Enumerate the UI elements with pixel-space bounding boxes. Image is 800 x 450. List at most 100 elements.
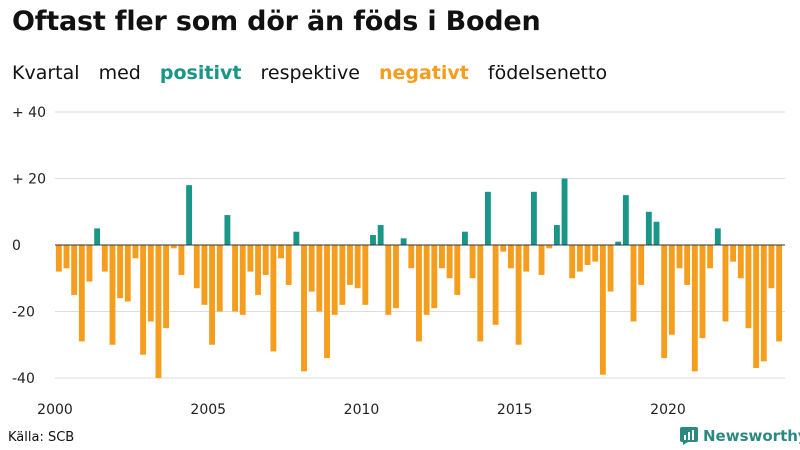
brand-logo: Newsworthy (680, 427, 800, 445)
bar (193, 245, 200, 289)
bar (630, 245, 637, 322)
bar (408, 245, 415, 269)
bar (753, 245, 760, 369)
bar (132, 245, 139, 259)
bar (645, 211, 652, 245)
bar (270, 245, 277, 352)
bar (186, 185, 193, 245)
y-tick-label: -20 (12, 305, 35, 321)
x-tick-label: 2005 (190, 402, 226, 418)
bar (232, 245, 238, 312)
y-tick-label: + 40 (12, 105, 46, 121)
bar (262, 245, 269, 275)
subtitle-word-kvartal: Kvartal (12, 62, 80, 84)
bar (485, 191, 491, 245)
bar (653, 221, 660, 245)
bar (714, 228, 721, 246)
subtitle-word-respektive: respektive (260, 62, 360, 84)
bar (331, 245, 338, 315)
bar (400, 238, 407, 245)
bar (109, 245, 116, 345)
bar (347, 245, 353, 285)
bar (170, 245, 177, 249)
bar (615, 241, 622, 245)
legend-negative: negativt (378, 62, 469, 84)
bar (691, 245, 698, 372)
bar (446, 245, 453, 279)
bar (584, 245, 591, 265)
bar (78, 245, 85, 342)
bar (737, 245, 744, 279)
bar (255, 245, 261, 295)
bar (216, 245, 223, 312)
bar (377, 225, 384, 245)
bar (140, 245, 147, 355)
bar (699, 245, 706, 339)
bar (293, 231, 300, 245)
bar (285, 245, 292, 285)
bar (354, 245, 361, 289)
bar (776, 245, 783, 342)
subtitle-word-fodelsenetto: födelsenetto (487, 62, 608, 84)
bar (561, 178, 568, 245)
bar (668, 245, 675, 335)
bar (178, 245, 185, 275)
bar (423, 245, 430, 315)
bar (576, 245, 583, 272)
bar (622, 195, 629, 246)
bar (101, 245, 108, 272)
chart-subtitle: Kvartal med positivt respektive negativt… (12, 62, 620, 84)
bar (385, 245, 392, 315)
bar (224, 215, 231, 245)
bar (393, 245, 399, 309)
bar (607, 245, 614, 292)
x-tick-label: 2010 (344, 402, 380, 418)
bar (247, 245, 254, 272)
bar (492, 245, 499, 325)
bar (454, 245, 461, 295)
y-tick-label: + 20 (12, 172, 46, 188)
bar (55, 245, 62, 272)
bar (308, 245, 315, 292)
bar (462, 231, 468, 245)
bar (63, 245, 70, 269)
bar (553, 225, 560, 245)
bar (507, 245, 514, 269)
bar (431, 245, 438, 309)
x-tick-label: 2020 (650, 402, 686, 418)
bar (707, 245, 714, 269)
legend-positive: positivt (159, 62, 242, 84)
bar (500, 245, 507, 252)
bar (155, 245, 162, 378)
bar (339, 245, 346, 305)
bar (439, 245, 445, 269)
bar (722, 245, 729, 322)
bar (538, 245, 545, 275)
bar (684, 245, 691, 285)
bar (147, 245, 154, 322)
bar (546, 245, 553, 249)
bar (515, 245, 522, 345)
bar (324, 245, 330, 359)
bar (592, 245, 599, 262)
bar (86, 245, 93, 282)
bar (201, 245, 208, 305)
bar (117, 245, 124, 299)
bar (760, 245, 767, 362)
bar (163, 245, 170, 329)
bar (239, 245, 246, 315)
x-tick-label: 2015 (497, 402, 533, 418)
bar (94, 228, 101, 246)
bar (416, 245, 422, 342)
bar (469, 245, 476, 279)
source-note: Källa: SCB (8, 430, 75, 445)
bar (477, 245, 484, 342)
bar (523, 245, 530, 272)
bar (362, 245, 369, 305)
bar (768, 245, 775, 289)
bar (638, 245, 645, 285)
bar (569, 245, 576, 279)
bar (730, 245, 737, 262)
y-tick-label: -40 (12, 371, 35, 387)
